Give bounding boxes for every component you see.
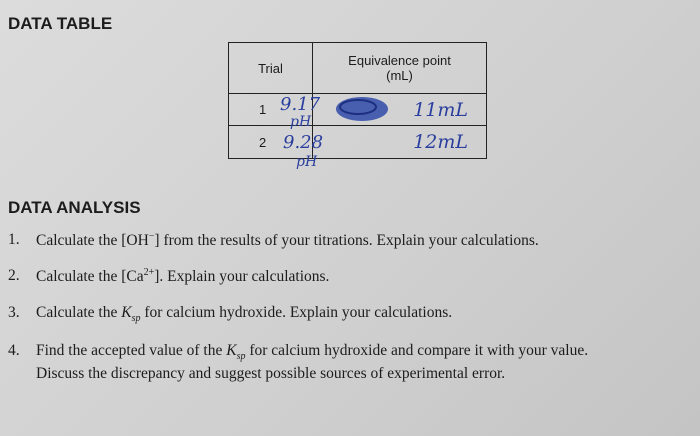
handwritten-note: pH <box>290 114 312 130</box>
symbol: K <box>121 304 132 321</box>
question-text: Find the accepted value of the Ksp for c… <box>36 342 588 382</box>
scribble <box>336 97 388 121</box>
question: 2. Calculate the [Ca2+]. Explain your ca… <box>8 267 329 285</box>
text: for calcium hydroxide and compare it wit… <box>245 342 589 359</box>
column-header: Trial <box>228 42 313 94</box>
header-line: Equivalence point <box>348 53 451 68</box>
question: 1. Calculate the [OH−] from the results … <box>8 231 539 249</box>
superscript: 2+ <box>143 267 155 278</box>
symbol: K <box>226 342 237 359</box>
header-line: (mL) <box>386 68 413 83</box>
text: Calculate the [OH <box>36 232 149 250</box>
question-number: 4. <box>8 342 20 359</box>
cell: 12mL <box>312 125 487 159</box>
text: for calcium hydroxide. Explain your calc… <box>140 304 453 321</box>
text: Find the accepted value of the <box>36 342 227 359</box>
superscript: − <box>148 231 155 242</box>
handwritten-note: 9.17 <box>280 94 321 115</box>
question-number: 2. <box>8 267 20 284</box>
question-text: Calculate the [Ca2+]. Explain your calcu… <box>36 267 329 286</box>
section-title: DATA ANALYSIS <box>8 198 141 217</box>
handwritten-note: pH <box>296 154 318 170</box>
column-header: Equivalence point (mL) <box>312 42 487 94</box>
section-title: DATA TABLE <box>8 14 113 33</box>
text: Calculate the [Ca <box>36 268 144 286</box>
question: 4. Find the accepted value of the Ksp fo… <box>8 342 588 382</box>
question-number: 1. <box>8 231 20 248</box>
question-number: 3. <box>8 304 20 321</box>
question-text: Calculate the Ksp for calcium hydroxide.… <box>36 304 452 324</box>
question: 3. Calculate the Ksp for calcium hydroxi… <box>8 304 452 324</box>
handwritten-note: 9.28 <box>283 132 324 153</box>
text: Calculate the <box>36 304 122 321</box>
text: ]. Explain your calculations. <box>154 268 330 286</box>
scribble <box>339 99 377 115</box>
text: ] from the results of your titrations. E… <box>154 232 539 250</box>
cell: 2 <box>228 125 313 159</box>
question-text: Calculate the [OH−] from the results of … <box>36 231 539 250</box>
subscript: sp <box>131 313 141 325</box>
subscript: sp <box>236 351 246 363</box>
text: Discuss the discrepancy and suggest poss… <box>36 365 506 383</box>
